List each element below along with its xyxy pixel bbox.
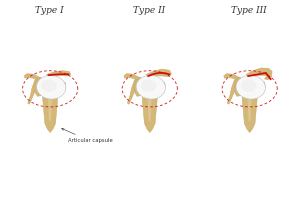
- Text: Articular capsule: Articular capsule: [62, 128, 112, 143]
- Polygon shape: [47, 71, 71, 77]
- Polygon shape: [43, 97, 58, 133]
- Ellipse shape: [37, 75, 66, 99]
- Ellipse shape: [241, 79, 256, 92]
- Polygon shape: [134, 77, 145, 96]
- Polygon shape: [146, 69, 172, 77]
- Polygon shape: [124, 74, 141, 80]
- Polygon shape: [142, 97, 158, 133]
- Polygon shape: [48, 97, 52, 121]
- Polygon shape: [242, 97, 257, 133]
- Text: Type I: Type I: [35, 6, 64, 15]
- Polygon shape: [246, 68, 272, 80]
- Polygon shape: [248, 97, 252, 121]
- Ellipse shape: [236, 75, 266, 99]
- Polygon shape: [24, 74, 41, 80]
- Text: Type II: Type II: [133, 6, 165, 15]
- Ellipse shape: [136, 75, 166, 99]
- Ellipse shape: [141, 79, 157, 92]
- Polygon shape: [35, 77, 46, 96]
- Text: Type III: Type III: [231, 6, 267, 15]
- Polygon shape: [234, 77, 245, 96]
- Polygon shape: [224, 74, 241, 80]
- Polygon shape: [28, 77, 41, 104]
- Polygon shape: [127, 77, 141, 104]
- Polygon shape: [227, 77, 241, 104]
- Polygon shape: [148, 97, 152, 121]
- Polygon shape: [157, 82, 165, 92]
- Ellipse shape: [41, 79, 57, 92]
- Polygon shape: [256, 82, 265, 92]
- Polygon shape: [57, 82, 66, 92]
